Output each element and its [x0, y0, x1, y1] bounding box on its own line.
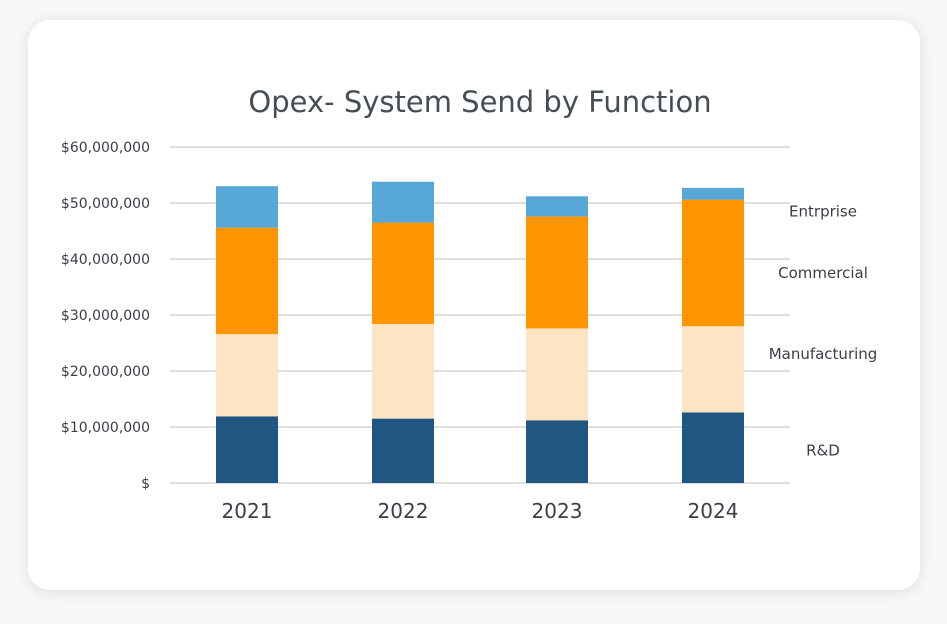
y-tick-label: $: [141, 476, 150, 492]
bar-segment: [216, 227, 278, 335]
bar-segment: [216, 186, 278, 228]
series-label: R&D: [806, 442, 840, 460]
bar-segment: [372, 323, 434, 419]
series-label: Commercial: [778, 264, 868, 282]
y-tick-label: $20,000,000: [61, 364, 150, 380]
bar-segment: [682, 187, 744, 200]
x-tick-label: 2023: [532, 499, 583, 523]
bar-segment: [372, 418, 434, 483]
y-tick-label: $40,000,000: [61, 252, 150, 268]
bar-segment: [682, 412, 744, 483]
bar-segment: [526, 420, 588, 483]
x-axis-ticks: 2021 2022 2023 2024: [222, 499, 739, 523]
x-tick-label: 2022: [378, 499, 429, 523]
bar-segment: [372, 222, 434, 324]
y-tick-label: $30,000,000: [61, 308, 150, 324]
bar-segment: [682, 199, 744, 327]
y-tick-label: $50,000,000: [61, 196, 150, 212]
bars: [216, 181, 744, 483]
y-tick-label: $10,000,000: [61, 420, 150, 436]
series-label: Entrprise: [789, 202, 857, 220]
x-tick-label: 2024: [688, 499, 739, 523]
series-labels: Entrprise Commercial Manufacturing R&D: [769, 202, 878, 459]
bar-segment: [216, 334, 278, 417]
chart-title: Opex- System Send by Function: [248, 85, 711, 119]
y-tick-label: $60,000,000: [61, 140, 150, 156]
y-axis-ticks: $ $10,000,000 $20,000,000 $30,000,000 $40,00…: [61, 140, 150, 492]
bar-segment: [682, 326, 744, 413]
chart-card: [28, 20, 920, 590]
series-label: Manufacturing: [769, 345, 878, 363]
bar-segment: [526, 216, 588, 329]
bar-segment: [372, 181, 434, 223]
bar-segment: [526, 196, 588, 217]
x-tick-label: 2021: [222, 499, 273, 523]
bar-segment: [216, 416, 278, 483]
bar-segment: [526, 328, 588, 421]
